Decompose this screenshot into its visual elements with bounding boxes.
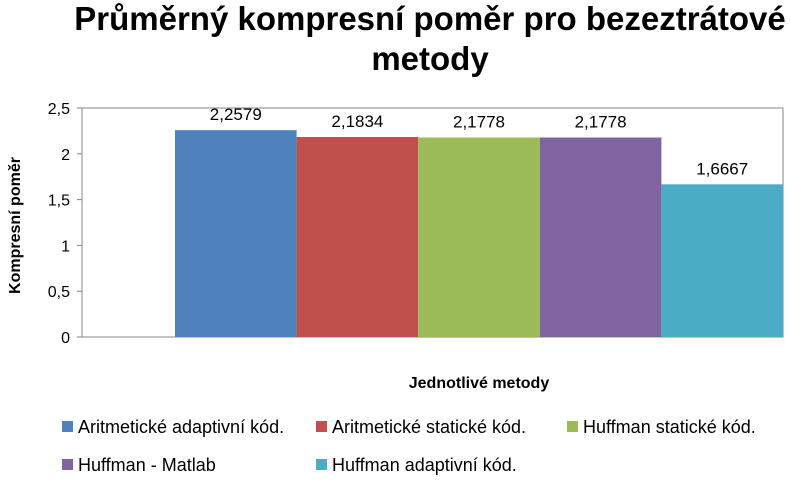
legend-label: Huffman statické kód. [583, 417, 756, 437]
bar [418, 137, 540, 337]
bar [175, 130, 297, 337]
legend-label: Huffman - Matlab [78, 455, 216, 475]
bar [661, 184, 783, 337]
data-label: 2,1778 [453, 113, 505, 132]
legend-label: Huffman adaptivní kód. [332, 455, 517, 475]
legend-swatch [567, 421, 578, 432]
y-tick-label: 0 [61, 330, 70, 347]
data-label: 1,6667 [696, 159, 748, 178]
legend-item: Aritmetické statické kód. [316, 417, 526, 438]
x-axis-title: Jednotlivé metody [409, 375, 550, 392]
legend-swatch [62, 421, 73, 432]
data-label: 2,2579 [210, 105, 262, 124]
y-tick-label: 2,5 [48, 101, 70, 118]
legend-label: Aritmetické statické kód. [332, 417, 527, 437]
y-tick-label: 1 [61, 238, 70, 255]
y-tick-label: 0,5 [48, 284, 70, 301]
y-tick-label: 1,5 [48, 193, 70, 210]
legend-item: Huffman statické kód. [567, 417, 756, 438]
legend-item: Huffman adaptivní kód. [316, 455, 517, 476]
data-label: 2,1834 [331, 112, 383, 131]
chart-title-line-2: metody [371, 40, 489, 77]
bar [539, 137, 662, 337]
legend-item: Huffman - Matlab [62, 455, 216, 476]
legend-swatch [316, 421, 327, 432]
data-label: 2,1778 [575, 113, 627, 132]
bar [296, 137, 419, 337]
legend-swatch [62, 459, 73, 470]
legend-label: Aritmetické adaptivní kód. [78, 417, 285, 437]
legend-item: Aritmetické adaptivní kód. [62, 417, 284, 438]
y-axis-title: Kompresní poměr [7, 157, 24, 294]
legend-swatch [316, 459, 327, 470]
y-tick-label: 2 [61, 147, 70, 164]
chart-title-line-1: Průměrný kompresní poměr pro bezeztrátov… [74, 0, 786, 37]
